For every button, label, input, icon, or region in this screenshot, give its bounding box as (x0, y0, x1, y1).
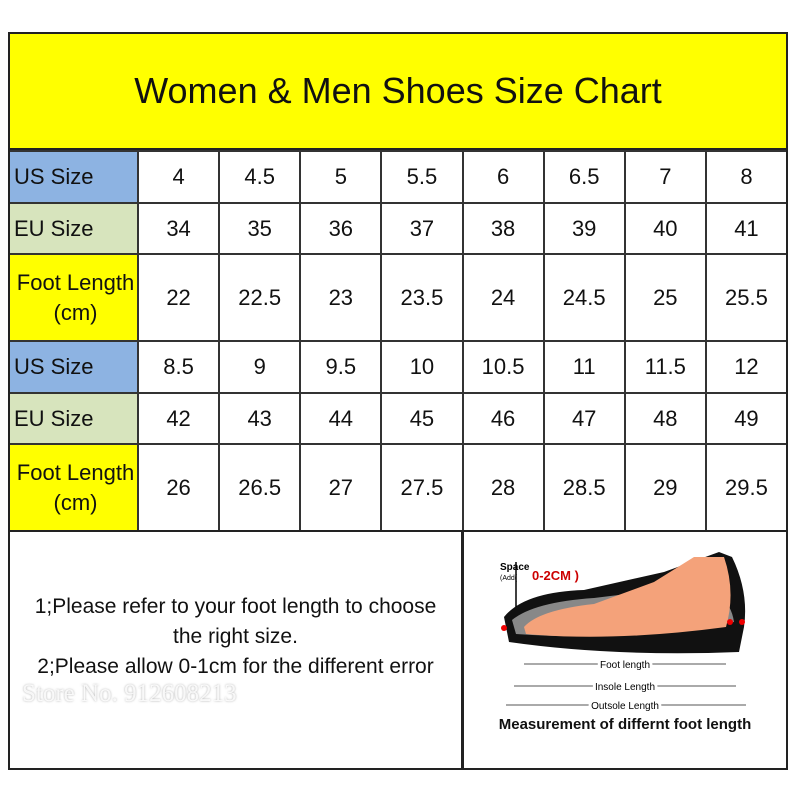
size-cell: 11 (542, 340, 626, 394)
note-1: 1;Please refer to your foot length to ch… (34, 595, 437, 648)
size-table: US Size 4 4.5 5 5.5 6 6.5 7 8 EU Size 34 35 36 37 38 39… (8, 150, 789, 532)
size-cell: 7 (623, 150, 707, 204)
row-label: US Size (8, 340, 139, 394)
size-cell: 26.5 (218, 443, 302, 532)
size-cell: 35 (218, 202, 302, 255)
size-cell: 34 (136, 202, 221, 255)
size-cell: 42 (136, 392, 221, 445)
range-label: 0-2CM ) (532, 568, 579, 583)
outsole-length-label: Outsole Length (591, 701, 659, 712)
foot-illustration: Space (Add( 0-2CM ) Foot length Insole L… (500, 552, 746, 715)
size-cell: 26 (136, 443, 221, 532)
size-cell: 40 (623, 202, 707, 255)
size-cell: 49 (704, 392, 789, 445)
size-cell: 4 (136, 150, 221, 204)
row-label: EU Size (8, 392, 139, 445)
insole-length-label: Insole Length (595, 682, 655, 693)
size-cell: 29.5 (704, 443, 789, 532)
table-row: Foot Length (cm) 26 26.5 27 27.5 28 28.5 29 29.5 (8, 443, 789, 532)
size-cell: 27 (299, 443, 383, 532)
size-cell: 6 (461, 150, 545, 204)
size-cell: 25.5 (704, 253, 789, 342)
foot-length-label: Foot length (600, 660, 650, 671)
size-cell: 8.5 (136, 340, 221, 394)
size-cell: 10.5 (461, 340, 545, 394)
table-row: US Size 8.5 9 9.5 10 10.5 11 11.5 12 (8, 340, 789, 394)
size-cell: 5 (299, 150, 383, 204)
table-row: EU Size 34 35 36 37 38 39 40 41 (8, 202, 789, 255)
table-row: Foot Length (cm) 22 22.5 23 23.5 24 24.5 25 25.5 (8, 253, 789, 342)
size-cell: 12 (704, 340, 789, 394)
size-cell: 8 (704, 150, 789, 204)
size-cell: 24.5 (542, 253, 626, 342)
size-cell: 11.5 (623, 340, 707, 394)
size-cell: 5.5 (380, 150, 464, 204)
table-row: EU Size 42 43 44 45 46 47 48 49 (8, 392, 789, 445)
size-cell: 22 (136, 253, 221, 342)
row-label: EU Size (8, 202, 139, 255)
size-cell: 4.5 (218, 150, 302, 204)
size-cell: 23.5 (380, 253, 464, 342)
size-cell: 45 (380, 392, 464, 445)
chart-border (8, 32, 788, 770)
size-cell: 9 (218, 340, 302, 394)
size-cell: 41 (704, 202, 789, 255)
watermark: Store No. 912608213 (22, 680, 237, 707)
size-cell: 28.5 (542, 443, 626, 532)
size-cell: 24 (461, 253, 545, 342)
size-cell: 10 (380, 340, 464, 394)
size-cell: 38 (461, 202, 545, 255)
diagram-caption: Measurement of differnt foot length (498, 716, 752, 733)
size-cell: 6.5 (542, 150, 626, 204)
size-cell: 39 (542, 202, 626, 255)
size-cell: 47 (542, 392, 626, 445)
size-cell: 37 (380, 202, 464, 255)
size-cell: 43 (218, 392, 302, 445)
chart-title: Women & Men Shoes Size Chart (8, 32, 788, 150)
size-cell: 23 (299, 253, 383, 342)
size-cell: 25 (623, 253, 707, 342)
row-label: Foot Length (cm) (8, 253, 139, 342)
table-row: US Size 4 4.5 5 5.5 6 6.5 7 8 (8, 150, 789, 204)
space-label: Space (500, 562, 530, 573)
note-2: 2;Please allow 0-1cm for the different e… (37, 655, 434, 678)
size-cell: 48 (623, 392, 707, 445)
size-cell: 22.5 (218, 253, 302, 342)
size-cell: 44 (299, 392, 383, 445)
size-cell: 9.5 (299, 340, 383, 394)
size-cell: 36 (299, 202, 383, 255)
size-cell: 46 (461, 392, 545, 445)
row-label: US Size (8, 150, 139, 204)
add-label: (Add( (500, 575, 518, 582)
